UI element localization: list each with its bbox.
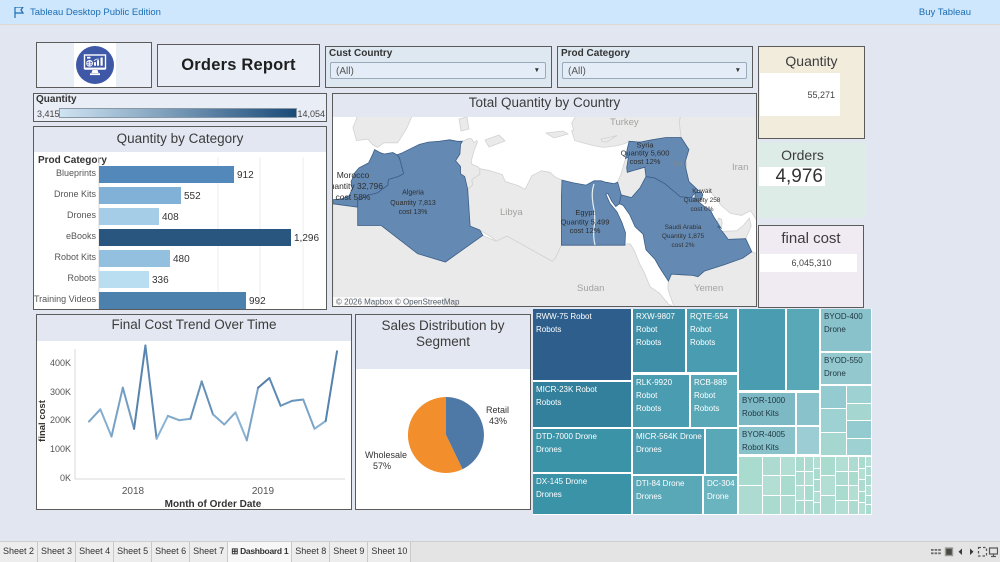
svg-text:Quantity 5,600: Quantity 5,600: [621, 149, 670, 158]
svg-text:0K: 0K: [60, 473, 71, 483]
svg-text:cost 13%: cost 13%: [399, 209, 428, 216]
svg-text:Sudan: Sudan: [577, 283, 604, 294]
svg-text:57%: 57%: [373, 461, 391, 471]
svg-text:100K: 100K: [50, 444, 71, 454]
svg-text:Robots: Robots: [67, 273, 96, 283]
svg-text:final cost: final cost: [37, 399, 48, 442]
svg-text:912: 912: [237, 170, 254, 181]
svg-text:Saudi Arabia: Saudi Arabia: [665, 224, 702, 231]
svg-text:Quantity 32,796: Quantity 32,796: [333, 181, 383, 191]
svg-text:Quantity 7,813: Quantity 7,813: [390, 200, 436, 207]
svg-text:552: 552: [184, 191, 201, 202]
svg-text:Iran: Iran: [732, 162, 748, 173]
svg-text:300K: 300K: [50, 387, 71, 397]
svg-text:Morocco: Morocco: [337, 170, 370, 180]
svg-text:Drone Kits: Drone Kits: [54, 189, 97, 199]
svg-text:cost 0%: cost 0%: [690, 206, 713, 213]
svg-text:Month of Order Date: Month of Order Date: [165, 499, 262, 509]
svg-text:cost 12%: cost 12%: [630, 157, 661, 166]
svg-text:Blueprints: Blueprints: [56, 168, 97, 178]
svg-text:Libya: Libya: [500, 207, 523, 218]
svg-text:2019: 2019: [252, 486, 275, 497]
svg-text:480: 480: [173, 254, 190, 265]
svg-text:Wholesale: Wholesale: [365, 450, 407, 460]
svg-text:eBooks: eBooks: [66, 231, 97, 241]
svg-text:400K: 400K: [50, 358, 71, 368]
svg-text:© 2026 Mapbox © OpenStreetMap: © 2026 Mapbox © OpenStreetMap: [336, 298, 460, 307]
svg-text:Quantity 1,875: Quantity 1,875: [662, 233, 705, 240]
svg-text:200K: 200K: [50, 415, 71, 425]
svg-text:Robot Kits: Robot Kits: [54, 252, 96, 262]
svg-text:Algeria: Algeria: [402, 190, 424, 197]
svg-text:Quantity 258: Quantity 258: [684, 197, 721, 204]
svg-text:Syria: Syria: [636, 141, 654, 150]
svg-text:Drones: Drones: [67, 210, 97, 220]
svg-text:43%: 43%: [489, 416, 507, 426]
svg-text:336: 336: [152, 275, 169, 286]
svg-text:Quantity 5,499: Quantity 5,499: [561, 218, 610, 227]
svg-text:Egypt: Egypt: [575, 208, 595, 217]
svg-text:2018: 2018: [122, 486, 145, 497]
svg-text:Kuwait: Kuwait: [692, 188, 712, 195]
svg-text:Turkey: Turkey: [610, 117, 639, 128]
svg-text:992: 992: [249, 296, 266, 307]
svg-text:cost 58%: cost 58%: [336, 192, 371, 202]
svg-text:Training Videos: Training Videos: [34, 294, 96, 304]
svg-text:Yemen: Yemen: [694, 283, 723, 294]
svg-text:408: 408: [162, 212, 179, 223]
svg-text:1,296: 1,296: [294, 233, 319, 244]
svg-text:Retail: Retail: [486, 405, 509, 415]
svg-text:cost 12%: cost 12%: [570, 226, 601, 235]
svg-text:Iraq: Iraq: [673, 159, 687, 168]
svg-text:cost 2%: cost 2%: [671, 242, 694, 249]
